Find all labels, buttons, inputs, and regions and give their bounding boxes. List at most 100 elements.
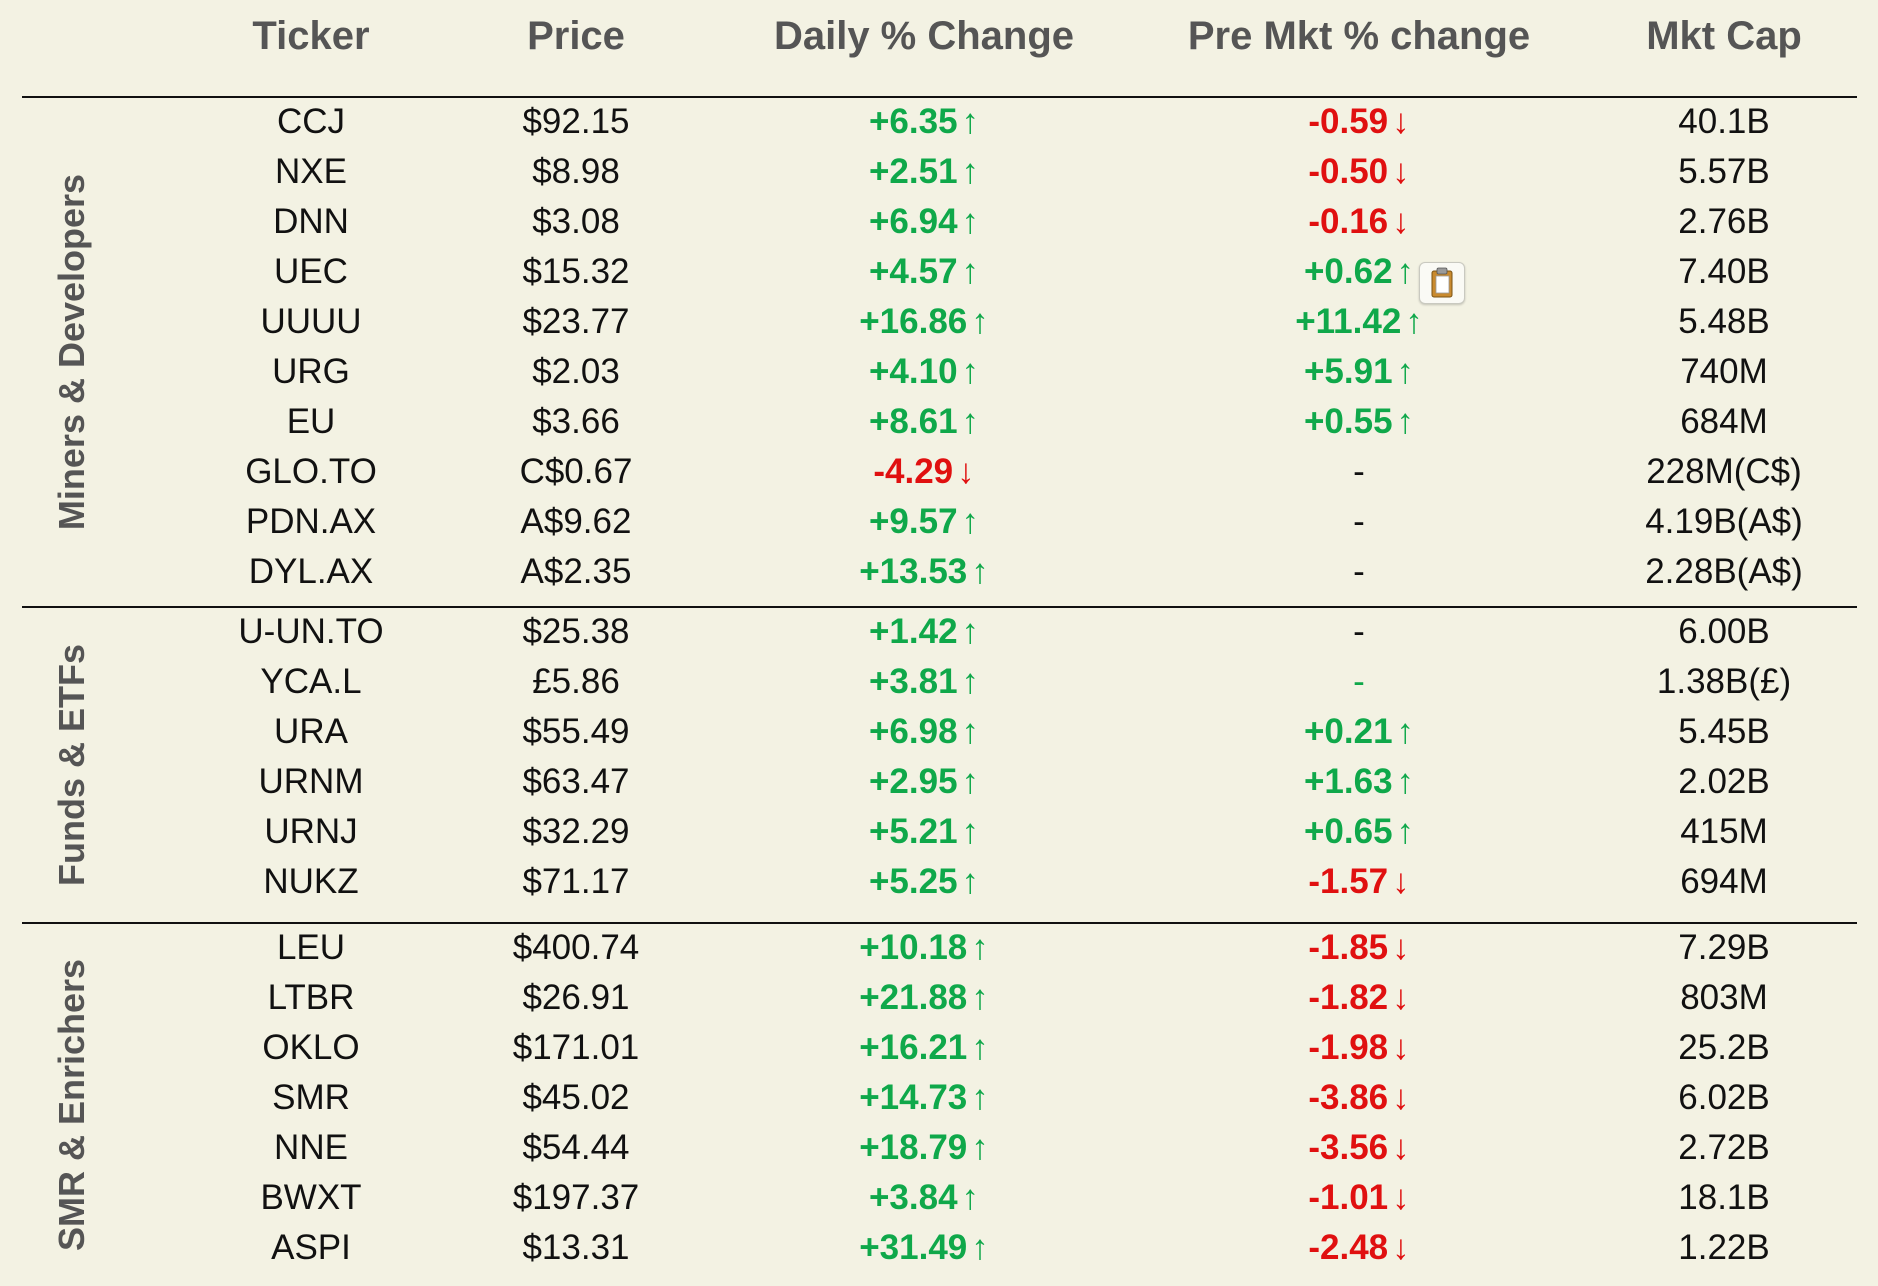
arrow-up-icon: ↑ xyxy=(961,402,980,441)
arrow-down-icon: ↓ xyxy=(1392,862,1410,901)
table-row: LTBR $26.91 +21.88 ↑ -1.82 ↓ 803M xyxy=(0,973,1878,1023)
ticker-cell-value: URA xyxy=(274,712,348,751)
market-cap-cell-value: 2.02B xyxy=(1678,762,1770,801)
ticker-cell: URA xyxy=(274,712,348,752)
arrow-up-icon: ↑ xyxy=(961,712,980,751)
ticker-cell-value: LTBR xyxy=(267,978,355,1017)
price-cell-value: $54.44 xyxy=(522,1128,630,1167)
market-cap-cell: 694M xyxy=(1680,862,1768,902)
market-cap-cell-value: 5.45B xyxy=(1678,712,1770,751)
premarket-change-cell: +0.65 ↑ xyxy=(1304,812,1414,852)
ticker-cell: NXE xyxy=(275,152,347,192)
price-cell: $32.29 xyxy=(522,812,629,852)
premarket-change-cell: -1.01 ↓ xyxy=(1308,1178,1409,1218)
price-cell-value: $3.08 xyxy=(532,202,620,241)
market-cap-cell-value: 694M xyxy=(1680,862,1768,901)
premarket-change-cell-value: -3.86 xyxy=(1308,1078,1389,1117)
table-header: Ticker Price Daily % Change Pre Mkt % ch… xyxy=(0,0,1878,96)
table-row: PDN.AX A$9.62 +9.57 ↑ - 4.19B(A$) xyxy=(0,497,1878,547)
arrow-up-icon: ↑ xyxy=(971,928,989,967)
price-cell: $3.66 xyxy=(532,402,620,442)
market-cap-cell-value: 1.38B(£) xyxy=(1656,662,1792,701)
premarket-change-cell: -0.50 ↓ xyxy=(1308,152,1409,192)
market-cap-cell: 740M xyxy=(1680,352,1768,392)
arrow-down-icon: ↓ xyxy=(1392,978,1410,1017)
ticker-cell: UEC xyxy=(274,252,348,292)
ticker-cell-value: DNN xyxy=(273,202,349,241)
premarket-change-cell-value: -1.82 xyxy=(1308,978,1389,1017)
table-row: GLO.TO C$0.67 -4.29 ↓ - 228M(C$) xyxy=(0,447,1878,497)
table-row: YCA.L £5.86 +3.81 ↑ - 1.38B(£) xyxy=(0,657,1878,707)
ticker-cell: UUUU xyxy=(260,302,361,342)
arrow-up-icon: ↑ xyxy=(971,1128,989,1167)
daily-change-cell: +8.61 ↑ xyxy=(869,402,979,442)
market-cap-cell: 5.45B xyxy=(1678,712,1769,752)
premarket-change-cell-value: -1.01 xyxy=(1308,1178,1389,1217)
premarket-change-cell-value: - xyxy=(1353,502,1365,541)
market-cap-cell: 2.28B(A$) xyxy=(1645,552,1803,592)
daily-change-cell-value: +3.84 xyxy=(868,1178,958,1217)
daily-change-cell-value: +6.94 xyxy=(868,202,958,241)
premarket-change-cell: -1.82 ↓ xyxy=(1308,978,1409,1018)
table-row: URNJ $32.29 +5.21 ↑ +0.65 ↑ 415M xyxy=(0,807,1878,857)
arrow-up-icon: ↑ xyxy=(961,352,980,391)
daily-change-cell-value: +31.49 xyxy=(859,1228,968,1267)
table-row: NXE $8.98 +2.51 ↑ -0.50 ↓ 5.57B xyxy=(0,147,1878,197)
ticker-cell: NUKZ xyxy=(263,862,358,902)
market-cap-cell: 40.1B xyxy=(1678,102,1769,142)
market-cap-cell: 5.57B xyxy=(1678,152,1769,192)
daily-change-cell: +5.21 ↑ xyxy=(869,812,979,852)
daily-change-cell-value: +8.61 xyxy=(868,402,958,441)
price-cell: $92.15 xyxy=(522,102,629,142)
ticker-cell-value: NUKZ xyxy=(263,862,359,901)
clipboard-icon[interactable] xyxy=(1419,262,1465,304)
arrow-up-icon: ↑ xyxy=(961,662,980,701)
arrow-up-icon: ↑ xyxy=(961,502,980,541)
price-cell-value: A$2.35 xyxy=(520,552,632,591)
price-cell: $171.01 xyxy=(513,1028,640,1068)
market-cap-cell-value: 7.29B xyxy=(1678,928,1770,967)
price-cell: $400.74 xyxy=(513,928,640,968)
arrow-down-icon: ↓ xyxy=(1392,102,1410,141)
price-cell: $25.38 xyxy=(522,612,629,652)
daily-change-cell: +16.21 ↑ xyxy=(859,1028,989,1068)
ticker-cell: U-UN.TO xyxy=(238,612,383,652)
market-cap-cell-value: 228M(C$) xyxy=(1646,452,1802,491)
price-cell: $8.98 xyxy=(532,152,620,192)
ticker-cell: EU xyxy=(287,402,336,442)
market-cap-cell-value: 5.57B xyxy=(1678,152,1770,191)
daily-change-cell: -4.29 ↓ xyxy=(873,452,974,492)
premarket-change-cell: -0.16 ↓ xyxy=(1308,202,1409,242)
daily-change-cell-value: +10.18 xyxy=(859,928,968,967)
arrow-down-icon: ↓ xyxy=(957,452,975,491)
ticker-cell: URNJ xyxy=(264,812,357,852)
daily-change-cell-value: +6.35 xyxy=(868,102,958,141)
price-cell: $45.02 xyxy=(522,1078,629,1118)
price-cell: $55.49 xyxy=(522,712,629,752)
premarket-change-cell-value: +11.42 xyxy=(1295,302,1402,341)
ticker-cell: PDN.AX xyxy=(246,502,376,542)
price-cell: $26.91 xyxy=(522,978,629,1018)
ticker-cell: LEU xyxy=(277,928,345,968)
ticker-cell-value: NXE xyxy=(275,152,347,191)
price-cell-value: $71.17 xyxy=(522,862,630,901)
premarket-change-cell-value: +5.91 xyxy=(1303,352,1393,391)
premarket-change-cell: +0.21 ↑ xyxy=(1304,712,1414,752)
table-row: URA $55.49 +6.98 ↑ +0.21 ↑ 5.45B xyxy=(0,707,1878,757)
price-cell: £5.86 xyxy=(532,662,620,702)
price-cell: $63.47 xyxy=(522,762,629,802)
price-cell: $197.37 xyxy=(513,1178,640,1218)
table-row: CCJ $92.15 +6.35 ↑ -0.59 ↓ 40.1B xyxy=(0,97,1878,147)
daily-change-cell-value: +5.21 xyxy=(868,812,958,851)
daily-change-cell-value: +3.81 xyxy=(868,662,958,701)
daily-change-cell: +1.42 ↑ xyxy=(869,612,979,652)
daily-change-cell-value: +16.86 xyxy=(859,302,968,341)
section-divider xyxy=(22,922,1857,924)
ticker-cell-value: GLO.TO xyxy=(245,452,377,491)
arrow-up-icon: ↑ xyxy=(971,1228,989,1267)
section-divider xyxy=(22,96,1857,98)
premarket-change-cell: - xyxy=(1353,502,1365,542)
arrow-up-icon: ↑ xyxy=(1396,402,1415,441)
price-cell-value: $63.47 xyxy=(522,762,630,801)
premarket-change-cell-value: +0.65 xyxy=(1303,812,1393,851)
